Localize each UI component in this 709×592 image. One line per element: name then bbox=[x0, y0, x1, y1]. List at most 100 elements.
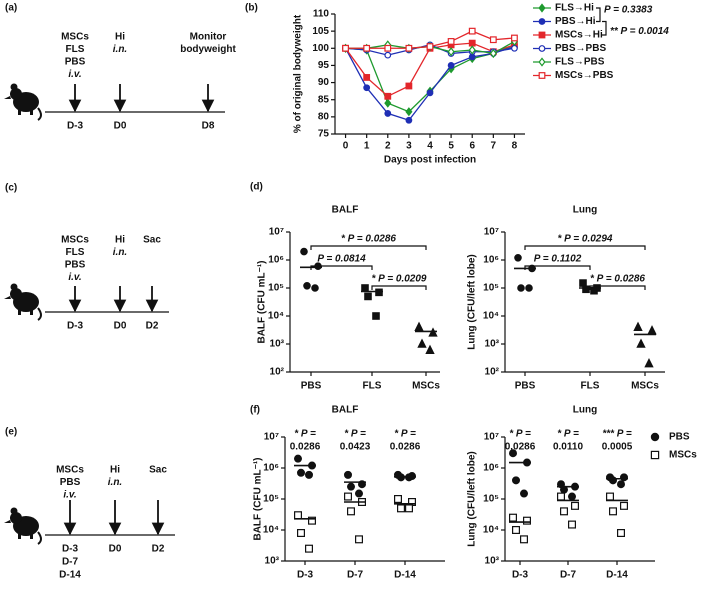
series-line bbox=[344, 45, 515, 122]
mouse-icon bbox=[3, 82, 42, 121]
marker bbox=[428, 327, 438, 337]
marker bbox=[394, 495, 403, 504]
marker bbox=[426, 43, 434, 50]
y-tick-label: 10³ bbox=[485, 556, 500, 567]
marker bbox=[517, 284, 525, 292]
marker bbox=[344, 492, 353, 501]
marker bbox=[297, 529, 306, 538]
x-tick-label: 7 bbox=[491, 141, 497, 152]
x-tick-label: D-7 bbox=[560, 570, 577, 581]
legend-label: PBS→Hi bbox=[555, 16, 596, 27]
y-tick-label: 10⁶ bbox=[268, 255, 284, 266]
event-label: i.v. bbox=[63, 490, 76, 501]
sig-bracket bbox=[602, 20, 607, 36]
x-tick-label: 1 bbox=[364, 141, 370, 152]
p-value: ** P = 0.0014 bbox=[610, 26, 669, 37]
marker bbox=[405, 44, 413, 52]
day-label: D2 bbox=[152, 544, 165, 555]
marker bbox=[519, 489, 528, 498]
marker bbox=[355, 535, 364, 544]
p-value: * P = bbox=[557, 429, 579, 440]
y-tick-label: 110 bbox=[313, 9, 330, 20]
y-axis-label: Lung (CFU/left lobe) bbox=[467, 451, 478, 547]
legend-label: MSCs bbox=[669, 450, 697, 461]
p-value: * P = 0.0286 bbox=[341, 234, 396, 245]
marker bbox=[509, 449, 518, 458]
x-tick-label: 6 bbox=[469, 141, 475, 152]
marker bbox=[311, 284, 319, 292]
marker bbox=[305, 470, 314, 479]
marker bbox=[294, 454, 303, 463]
event-label: Hi bbox=[110, 465, 120, 476]
p-value: * P = 0.0209 bbox=[372, 274, 427, 285]
sig-bracket bbox=[310, 265, 373, 270]
event-label: MSCs bbox=[56, 465, 84, 476]
event-label: bodyweight bbox=[180, 44, 236, 55]
event-label: i.n. bbox=[113, 247, 127, 258]
marker bbox=[364, 292, 372, 301]
marker bbox=[426, 89, 434, 97]
chart-title: BALF bbox=[332, 405, 359, 416]
marker bbox=[509, 513, 518, 522]
y-tick-label: 10⁷ bbox=[264, 432, 279, 443]
marker bbox=[355, 489, 364, 498]
day-label: D-3 bbox=[67, 321, 84, 332]
marker bbox=[608, 507, 617, 516]
x-tick-label: MSCs bbox=[412, 381, 440, 392]
marker bbox=[647, 325, 657, 335]
event-label: PBS bbox=[60, 477, 81, 488]
marker bbox=[636, 338, 646, 348]
x-tick-label: PBS bbox=[301, 381, 322, 392]
y-tick-label: 10⁷ bbox=[484, 432, 499, 443]
y-tick-label: 10² bbox=[485, 367, 500, 378]
event-label: Sac bbox=[149, 465, 167, 476]
panel-label: (c) bbox=[5, 183, 17, 194]
panel-label: (d) bbox=[250, 182, 263, 193]
p-value: * P = 0.0286 bbox=[590, 274, 645, 285]
marker bbox=[468, 45, 476, 55]
p-value: * P = bbox=[294, 429, 316, 440]
y-tick-label: 10³ bbox=[270, 339, 285, 350]
event-label: Hi bbox=[115, 235, 125, 246]
y-tick-label: 85 bbox=[318, 94, 330, 105]
legend-marker bbox=[538, 3, 546, 13]
marker bbox=[489, 48, 497, 59]
y-axis-label: BALF (CFU mL⁻¹) bbox=[253, 457, 264, 540]
marker bbox=[405, 107, 413, 117]
x-tick-label: D-7 bbox=[347, 570, 364, 581]
marker bbox=[405, 504, 414, 513]
marker bbox=[425, 344, 435, 355]
y-tick-label: 10⁵ bbox=[483, 283, 499, 294]
marker bbox=[468, 39, 476, 47]
day-label: D-3 bbox=[62, 544, 79, 555]
x-tick-label: D-14 bbox=[606, 570, 628, 581]
marker bbox=[375, 288, 383, 297]
legend-marker bbox=[538, 18, 546, 25]
marker bbox=[305, 544, 314, 553]
marker bbox=[511, 44, 518, 52]
y-tick-label: 80 bbox=[318, 111, 330, 122]
marker bbox=[511, 476, 520, 485]
marker bbox=[511, 525, 520, 534]
marker bbox=[579, 279, 587, 287]
p-value: * P = 0.0294 bbox=[558, 234, 613, 245]
legend-label: FLS→Hi bbox=[555, 3, 594, 14]
y-tick-label: 95 bbox=[318, 60, 330, 71]
marker bbox=[447, 62, 455, 69]
marker bbox=[447, 47, 455, 57]
marker bbox=[447, 38, 455, 45]
x-tick-label: D-3 bbox=[297, 570, 314, 581]
x-tick-label: FLS bbox=[581, 381, 600, 392]
y-tick-label: 75 bbox=[318, 129, 330, 140]
event-label: MSCs bbox=[61, 235, 89, 246]
legend-label: PBS→PBS bbox=[555, 43, 606, 54]
event-label: FLS bbox=[66, 44, 85, 55]
panel-label: (b) bbox=[245, 3, 258, 14]
marker bbox=[511, 34, 518, 42]
marker bbox=[344, 470, 353, 479]
panel-label: (a) bbox=[5, 3, 17, 14]
event-label: i.n. bbox=[113, 44, 127, 55]
y-tick-label: 90 bbox=[318, 77, 330, 88]
event-label: PBS bbox=[65, 260, 86, 271]
y-tick-label: 100 bbox=[312, 43, 329, 54]
